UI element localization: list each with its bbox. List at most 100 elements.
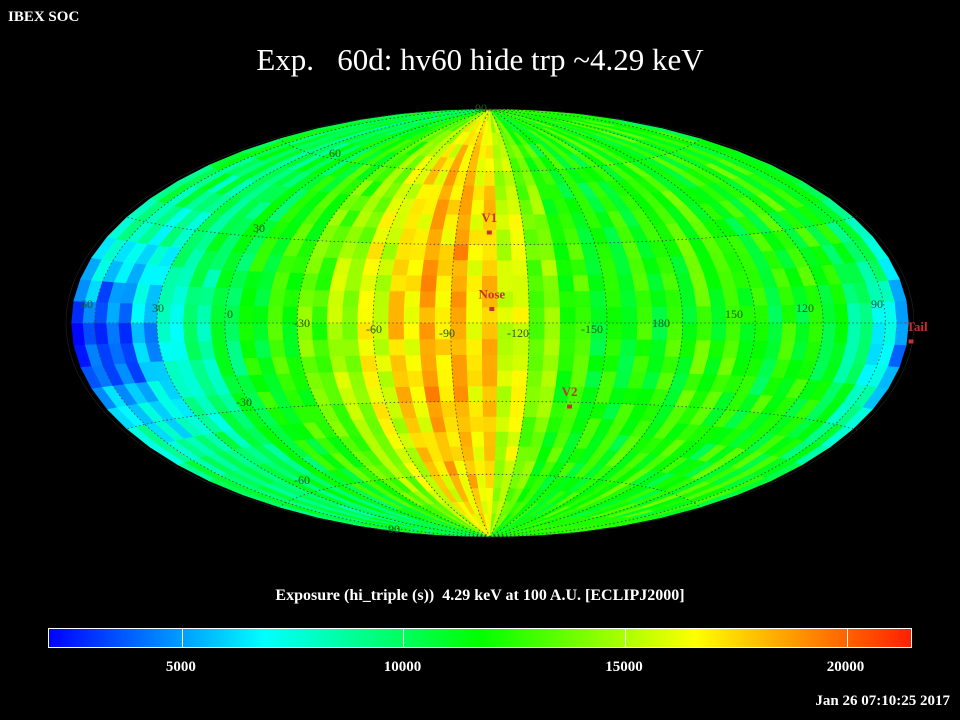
timestamp: Jan 26 07:10:25 2017 (815, 693, 950, 709)
map-pixel (312, 289, 331, 307)
map-pixel (496, 229, 512, 246)
colorbar-title: Exposure (hi_triple (s)) 4.29 keV at 100… (275, 587, 685, 604)
map-pixel (372, 306, 390, 324)
map-pixel (512, 275, 529, 292)
map-pixel (421, 259, 440, 276)
map-pixel (587, 354, 606, 372)
map-pixel (495, 214, 511, 230)
colorbar-tick-label: 15000 (605, 659, 643, 675)
map-pixel (388, 290, 406, 308)
map-pixel (423, 243, 442, 261)
map-pixel (524, 244, 542, 261)
map-pixel (420, 274, 438, 292)
map-pixel (540, 259, 559, 276)
map-pixel (821, 322, 837, 343)
map-pixel (496, 369, 514, 387)
map-pixels (71, 109, 909, 537)
longitude-label: 180 (652, 316, 670, 330)
map-pixel (587, 274, 606, 292)
map-pixel (575, 306, 592, 324)
map-pixel (388, 322, 405, 340)
corner-label: IBEX SOC (8, 9, 80, 25)
map-pixel (508, 213, 524, 230)
map-pixel (156, 322, 172, 343)
map-pixel (454, 401, 471, 418)
map-pixel (481, 338, 499, 355)
map-pixel (512, 338, 530, 356)
map-pixel (327, 289, 346, 308)
map-pixel (484, 171, 496, 186)
map-pixel (326, 322, 344, 340)
map-pixel (497, 306, 514, 324)
map-pixel (621, 322, 638, 340)
map-pixel (268, 288, 287, 307)
map-pixel (406, 259, 425, 276)
map-pixel (472, 185, 486, 201)
map-pixel (373, 338, 391, 356)
map-pixel (484, 460, 496, 475)
map-pixel (482, 244, 498, 261)
map-pixel (606, 322, 623, 340)
map-pixel (497, 338, 514, 356)
longitude-label: 0 (227, 307, 233, 321)
map-pixel (482, 385, 498, 402)
map-pixel (420, 354, 438, 372)
longitude-label: 30 (152, 301, 164, 315)
map-pixel (483, 185, 497, 201)
map-pixel (606, 306, 623, 324)
map-pixel (405, 354, 423, 372)
map-pixel (510, 385, 527, 402)
map-pixel (283, 288, 301, 307)
map-pixel (169, 322, 186, 343)
map-pixel (357, 338, 376, 356)
marker-tail-label: Tail (906, 319, 928, 334)
map-pixel (456, 213, 472, 230)
map-pixel (482, 416, 498, 432)
map-pixel (435, 290, 452, 308)
longitude-line (224, 108, 491, 538)
map-pixel (482, 369, 498, 387)
map-pixel (210, 322, 227, 342)
map-pixel (403, 306, 421, 324)
map-pixel (542, 274, 560, 292)
map-pixel (634, 289, 653, 308)
map-pixel (619, 338, 638, 356)
longitude-label: -150 (581, 322, 603, 336)
map-pixel (590, 306, 608, 324)
map-pixel (224, 322, 241, 342)
map-pixel (311, 322, 329, 340)
map-pixel (512, 290, 530, 308)
map-pixel (391, 258, 411, 276)
map-pixel (495, 416, 511, 432)
latitude-line (278, 473, 703, 509)
map-pixel (710, 322, 728, 341)
colorbar-tick-label: 5000 (165, 659, 196, 675)
map-pixel (183, 322, 199, 342)
map-pixel (496, 244, 513, 261)
map-pixel (389, 354, 408, 372)
map-pixel (528, 290, 545, 308)
map-pixel (94, 322, 109, 345)
map-graticule (65, 108, 915, 538)
map-pixel (528, 338, 545, 356)
map-pixel (438, 244, 456, 261)
map-pixel (753, 322, 770, 342)
map-pixel (496, 400, 512, 417)
map-pixel (483, 445, 497, 461)
map-pixel (403, 290, 422, 308)
map-pixel (589, 338, 607, 356)
map-pixel (118, 302, 134, 324)
map-pixel (482, 259, 498, 277)
map-pixel (681, 322, 698, 341)
map-pixel (440, 401, 457, 418)
map-pixel (528, 322, 546, 340)
map-pixel (753, 304, 770, 324)
map-pixel (604, 338, 623, 356)
map-pixel (821, 303, 837, 324)
longitude-label: 150 (725, 307, 743, 321)
map-pixel (634, 338, 653, 357)
map-pixel (474, 171, 486, 186)
map-pixel (409, 385, 428, 403)
map-pixel (419, 338, 437, 356)
